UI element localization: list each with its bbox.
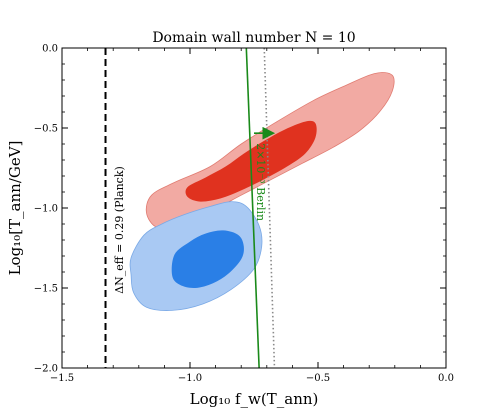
plot-area	[104, 48, 395, 368]
lines-layer	[104, 48, 276, 368]
y-tick-label: −2.0	[34, 364, 58, 375]
planck-line-label: ΔN_eff = 0.29 (Planck)	[113, 166, 126, 294]
ticks-layer: −1.5 −1.0 −0.5 0.0−2.0−1.5−1.0−0.50.0	[34, 44, 454, 385]
line-solid-1	[245, 48, 260, 368]
y-tick-label: −0.5	[34, 124, 58, 135]
series-layer	[129, 72, 395, 311]
y-tick-label: −1.5	[34, 284, 58, 295]
x-tick-label: −0.5	[306, 373, 330, 384]
chart-title: Domain wall number N = 10	[152, 30, 355, 46]
x-axis-label: Log₁₀ f_w(T_ann)	[190, 390, 319, 408]
contour-region-3	[171, 230, 244, 289]
y-axis-label: Log₁₀[T_ann/GeV]	[6, 141, 24, 276]
x-tick-label: −1.0	[178, 373, 202, 384]
y-tick-label: 0.0	[42, 44, 58, 55]
x-tick-label: −1.5	[50, 373, 74, 384]
x-tick-label: 0.0	[438, 373, 454, 384]
annotation-layer: 2×10⁻³ Berlin	[254, 126, 276, 221]
y-tick-label: −1.0	[34, 204, 58, 215]
annotation-label-0: 2×10⁻³ Berlin	[254, 143, 267, 221]
line-dotted-2	[263, 48, 276, 368]
